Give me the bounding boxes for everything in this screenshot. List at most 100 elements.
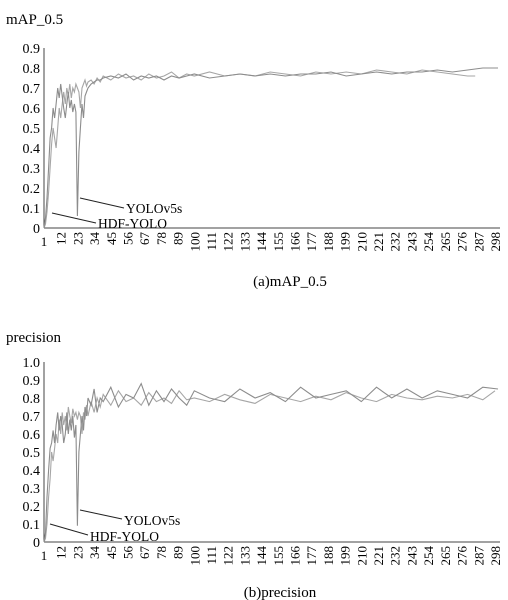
x-tick-label: 199	[338, 232, 353, 252]
series-line-yolov5s	[43, 67, 498, 229]
x-tick-label: 298	[488, 232, 503, 252]
plot-area	[43, 67, 498, 229]
annotation-hdf-yolo: HDF-YOLO	[51, 212, 167, 231]
annotation-label: YOLOv5s	[126, 201, 182, 216]
annotation-yolov5s: YOLOv5s	[79, 509, 180, 528]
x-tick-label: 287	[471, 232, 486, 252]
y-tick-label: 0.4	[23, 142, 41, 157]
annotation-hdf-yolo: HDF-YOLO	[49, 523, 159, 544]
x-tick-label: 221	[371, 546, 386, 566]
x-tick-label: 155	[271, 232, 286, 252]
x-tick-label: 177	[304, 546, 319, 566]
y-tick-label: 0.4	[23, 464, 41, 479]
annotation-label: HDF-YOLO	[98, 216, 167, 231]
y-tick-label: 0.5	[23, 446, 41, 461]
chart-title: mAP_0.5	[6, 12, 63, 28]
chart-map05: mAP_0.5 0 0.1 0.2 0.3 0.4 0.5 0.6 0.7 0.8 0.9 1 12…	[6, 12, 503, 290]
x-tick-label: 78	[154, 546, 169, 559]
x-tick-label: 210	[354, 546, 369, 566]
y-tick-label: 0.7	[23, 410, 41, 425]
x-tick-label: 111	[204, 546, 219, 565]
y-axis: 0 0.1 0.2 0.3 0.4 0.5 0.6 0.7 0.8 0.9	[23, 42, 45, 237]
x-axis: 1 12 23 34 45 56 67 78 89 100 111 122 133 144 155 166 17…	[41, 227, 503, 252]
x-tick-label: 276	[455, 232, 470, 252]
x-tick-label: 34	[87, 546, 102, 560]
x-tick-label: 221	[371, 232, 386, 252]
x-tick-label: 166	[288, 546, 303, 566]
x-tick-label: 122	[221, 546, 236, 566]
x-tick-label: 56	[121, 232, 136, 246]
y-tick-label: 0.8	[23, 392, 41, 407]
x-tick-label: 166	[288, 232, 303, 252]
x-tick-label: 100	[187, 546, 202, 566]
y-tick-label: 1.0	[23, 356, 41, 371]
y-tick-label: 0.7	[23, 82, 41, 97]
x-tick-label: 287	[471, 546, 486, 566]
x-tick-label: 177	[304, 232, 319, 252]
x-tick-label: 23	[70, 232, 85, 245]
y-tick-label: 0.2	[23, 182, 41, 197]
x-tick-label: 133	[237, 546, 252, 566]
y-tick-label: 0	[33, 536, 40, 551]
x-tick-label: 188	[321, 546, 336, 566]
annotation-label: YOLOv5s	[124, 513, 180, 528]
x-tick-label: 265	[438, 232, 453, 252]
x-tick-label: 199	[338, 546, 353, 566]
plot-area	[43, 382, 499, 543]
x-tick-label: 67	[137, 546, 152, 560]
x-axis: 1 12 23 34 45 56 67 78 89 100 111 122 133 144 155 166 17…	[41, 541, 503, 566]
chart-caption: (a)mAP_0.5	[253, 274, 327, 290]
x-tick-label: 276	[455, 546, 470, 566]
x-tick-label: 210	[354, 232, 369, 252]
y-tick-label: 0.9	[23, 374, 41, 389]
y-tick-label: 0.6	[23, 428, 41, 443]
series-line-hdf-yolo	[43, 389, 496, 543]
y-tick-label: 0.6	[23, 102, 41, 117]
x-tick-label: 100	[187, 232, 202, 252]
x-tick-label: 111	[204, 232, 219, 251]
x-tick-label: 56	[121, 546, 136, 560]
x-tick-label: 34	[87, 232, 102, 246]
series-line-yolov5s	[43, 382, 499, 543]
y-tick-label: 0.5	[23, 122, 41, 137]
x-tick-label: 188	[321, 232, 336, 252]
x-tick-label: 12	[54, 232, 69, 245]
x-tick-label: 243	[404, 546, 419, 566]
chart-caption: (b)precision	[244, 585, 317, 600]
x-tick-label: 254	[421, 546, 436, 566]
annotation-label: HDF-YOLO	[90, 529, 159, 544]
y-tick-label: 0.1	[23, 202, 41, 217]
y-tick-label: 0.2	[23, 500, 41, 515]
x-tick-label: 78	[154, 232, 169, 245]
x-tick-label: 254	[421, 232, 436, 252]
x-tick-label: 133	[237, 232, 252, 252]
y-tick-label: 0.9	[23, 42, 41, 57]
x-tick-label: 265	[438, 546, 453, 566]
y-tick-label: 0.3	[23, 482, 41, 497]
y-axis: 0 0.1 0.2 0.3 0.4 0.5 0.6 0.7 0.8 0.9 1.0	[23, 356, 45, 551]
y-tick-label: 0.8	[23, 62, 41, 77]
x-tick-label: 232	[388, 232, 403, 252]
y-tick-label: 0.3	[23, 162, 41, 177]
x-tick-label: 243	[404, 232, 419, 252]
x-tick-label: 45	[104, 546, 119, 559]
x-tick-label: 23	[70, 546, 85, 559]
y-tick-label: 0.1	[23, 518, 41, 533]
y-tick-label: 0	[33, 222, 40, 237]
chart-precision: precision 0 0.1 0.2 0.3 0.4 0.5 0.6 0.7 0.8 0.9 1.…	[6, 330, 503, 600]
x-tick-label: 232	[388, 546, 403, 566]
x-tick-label: 144	[254, 232, 269, 252]
x-tick-label: 1	[41, 548, 48, 563]
x-tick-label: 298	[488, 546, 503, 566]
x-tick-label: 45	[104, 232, 119, 245]
x-tick-label: 12	[54, 546, 69, 559]
annotation-yolov5s: YOLOv5s	[79, 197, 182, 216]
x-tick-label: 89	[171, 546, 186, 559]
x-tick-label: 144	[254, 546, 269, 566]
x-tick-label: 89	[171, 232, 186, 245]
x-tick-label: 67	[137, 232, 152, 246]
x-tick-label: 1	[41, 234, 48, 249]
x-tick-label: 122	[221, 232, 236, 252]
chart-title: precision	[6, 330, 61, 346]
x-tick-label: 155	[271, 546, 286, 566]
